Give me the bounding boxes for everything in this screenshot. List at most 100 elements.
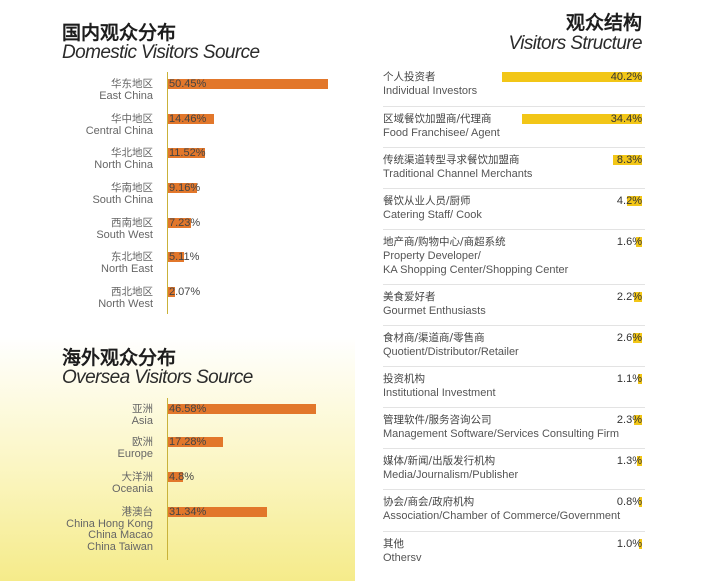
structure-value-label: 1.6% — [616, 236, 642, 248]
structure-row: 个人投资者 Individual Investors — [383, 70, 645, 98]
structure-category-label-en: Food Franchisee/ Agent — [383, 127, 500, 139]
domestic-category-label: 西南地区 South West — [96, 217, 153, 241]
structure-bar — [639, 497, 642, 507]
oversea-category-label: 欧洲 Europe — [117, 436, 153, 460]
domestic-category-label-cn: 华北地区 — [111, 147, 153, 159]
domestic-category-label-en: South West — [96, 228, 153, 241]
domestic-value-label: 11.52% — [169, 147, 206, 159]
structure-category-label-cn: 媒体/新闻/出版发行机构 — [383, 455, 496, 467]
domestic-value-label: 9.16% — [169, 182, 201, 194]
domestic-category-label: 西北地区 North West — [98, 286, 153, 310]
structure-category-label-en: Individual Investors — [383, 85, 478, 97]
structure-bar — [637, 456, 642, 466]
domestic-category-label-cn: 西南地区 — [111, 217, 153, 229]
oversea-value-label: 31.34% — [169, 506, 207, 518]
oversea-category-label-cn: 欧洲 — [132, 436, 153, 448]
oversea-category-label-en: Oceania — [112, 482, 153, 495]
structure-bar — [636, 237, 642, 247]
structure-category-label-cn: 区域餐饮加盟商/代理商 — [383, 113, 492, 125]
domestic-category-label-cn: 西北地区 — [111, 286, 153, 298]
structure-value-label: 4.2% — [616, 195, 642, 207]
structure-bar — [613, 155, 642, 165]
structure-bar — [638, 374, 642, 384]
domestic-category-label: 华中地区 Central China — [86, 113, 153, 137]
domestic-category-label-en: South China — [92, 193, 153, 206]
structure-separator — [383, 366, 645, 367]
domestic-bar — [168, 287, 175, 297]
oversea-category-label-en: China Hong Kong — [66, 517, 153, 530]
structure-value-label: 0.8% — [616, 496, 642, 508]
structure-separator — [383, 229, 645, 230]
domestic-axis-line — [167, 72, 168, 314]
structure-separator — [383, 106, 645, 107]
structure-title-en: Visitors Structure — [508, 33, 642, 54]
structure-category-label-cn: 个人投资者 — [383, 71, 436, 83]
structure-category-label-en: Othersv — [383, 552, 422, 564]
oversea-bar — [168, 472, 184, 482]
domestic-category-label-cn: 华东地区 — [111, 78, 153, 90]
oversea-category-label: 大洋洲 Oceania — [112, 471, 154, 495]
oversea-category-label-cn: 大洋洲 — [121, 471, 154, 483]
oversea-category-label-cn: 亚洲 — [132, 403, 153, 415]
structure-category-label-en: Catering Staff/ Cook — [383, 209, 482, 221]
domestic-value-label: 14.46% — [169, 113, 207, 125]
oversea-value-label: 17.28% — [169, 436, 207, 448]
structure-bar — [638, 539, 642, 549]
right-panel — [355, 0, 725, 581]
structure-separator — [383, 147, 645, 148]
structure-category-label-en: Property Developer/ — [383, 250, 481, 262]
structure-bar — [634, 292, 642, 302]
structure-category-label-en: Quotient/Distributor/Retailer — [383, 346, 519, 358]
domestic-bar — [168, 252, 185, 262]
structure-category-label-cn: 地产商/购物中心/商超系统 — [383, 236, 506, 248]
domestic-bar — [168, 218, 191, 228]
structure-category-label-en: Traditional Channel Merchants — [383, 168, 533, 180]
structure-category-label-en: Media/Journalism/Publisher — [383, 469, 519, 481]
structure-category-label-en: Management Software/Services Consulting … — [383, 428, 619, 440]
domestic-bar — [168, 79, 328, 89]
structure-category-label-cn: 美食爱好者 — [383, 291, 436, 303]
oversea-bar — [168, 404, 316, 414]
structure-value-label: 34.4% — [610, 113, 642, 125]
domestic-value-label: 7.23% — [169, 217, 201, 229]
oversea-bar — [168, 507, 268, 517]
domestic-category-label-cn: 华南地区 — [111, 182, 153, 194]
structure-category-label-cn: 传统渠道转型寻求餐饮加盟商 — [383, 154, 520, 166]
structure-bar — [632, 333, 642, 343]
domestic-category-label-cn: 华中地区 — [111, 113, 153, 125]
structure-value-label: 2.3% — [616, 414, 642, 426]
oversea-category-label-en: China Macao — [88, 529, 153, 541]
domestic-category-label-en: North West — [98, 297, 153, 310]
structure-separator — [383, 188, 645, 189]
oversea-category-label-en: China Taiwan — [87, 540, 153, 553]
structure-row: 区域餐饮加盟商/代理商 Food Franchisee/ Agent — [383, 112, 645, 140]
domestic-category-label: 华南地区 South China — [92, 182, 153, 206]
structure-separator — [383, 407, 645, 408]
domestic-category-label-en: East China — [99, 89, 153, 102]
structure-separator — [383, 325, 645, 326]
structure-title-cn: 观众结构 — [565, 12, 642, 34]
structure-row: 协会/商会/政府机构 Association/Chamber of Commerc… — [383, 495, 645, 523]
domestic-value-label: 2.07% — [169, 286, 201, 298]
oversea-category-label: 港澳台 China Hong Kong China Macao China Taiwa… — [66, 506, 153, 553]
structure-category-label-cn: 管理软件/服务咨询公司 — [383, 414, 492, 426]
structure-row: 传统渠道转型寻求餐饮加盟商 Traditional Channel Merchan… — [383, 153, 645, 181]
structure-bar — [627, 196, 642, 206]
structure-category-label-cn: 餐饮从业人员/厨师 — [383, 195, 471, 207]
structure-row: 其他 Othersv — [383, 537, 645, 565]
structure-row: 投资机构 Institutional Investment — [383, 372, 645, 400]
oversea-category-label-en: Europe — [117, 447, 153, 460]
structure-row: 餐饮从业人员/厨师 Catering Staff/ Cook — [383, 194, 645, 222]
structure-value-label: 8.3% — [616, 154, 642, 166]
domestic-bar — [168, 114, 214, 124]
structure-value-label: 1.1% — [616, 373, 642, 385]
structure-bar — [522, 114, 642, 124]
structure-category-label-cn: 其他 — [383, 538, 404, 550]
structure-separator — [383, 284, 645, 285]
domestic-bar — [168, 148, 205, 158]
structure-value-label: 1.3% — [616, 455, 642, 467]
structure-bar — [502, 72, 642, 82]
structure-category-label-en: KA Shopping Center/Shopping Center — [383, 264, 569, 276]
structure-row: 管理软件/服务咨询公司 Management Software/Services … — [383, 413, 645, 441]
domestic-category-label-en: North East — [101, 262, 153, 275]
